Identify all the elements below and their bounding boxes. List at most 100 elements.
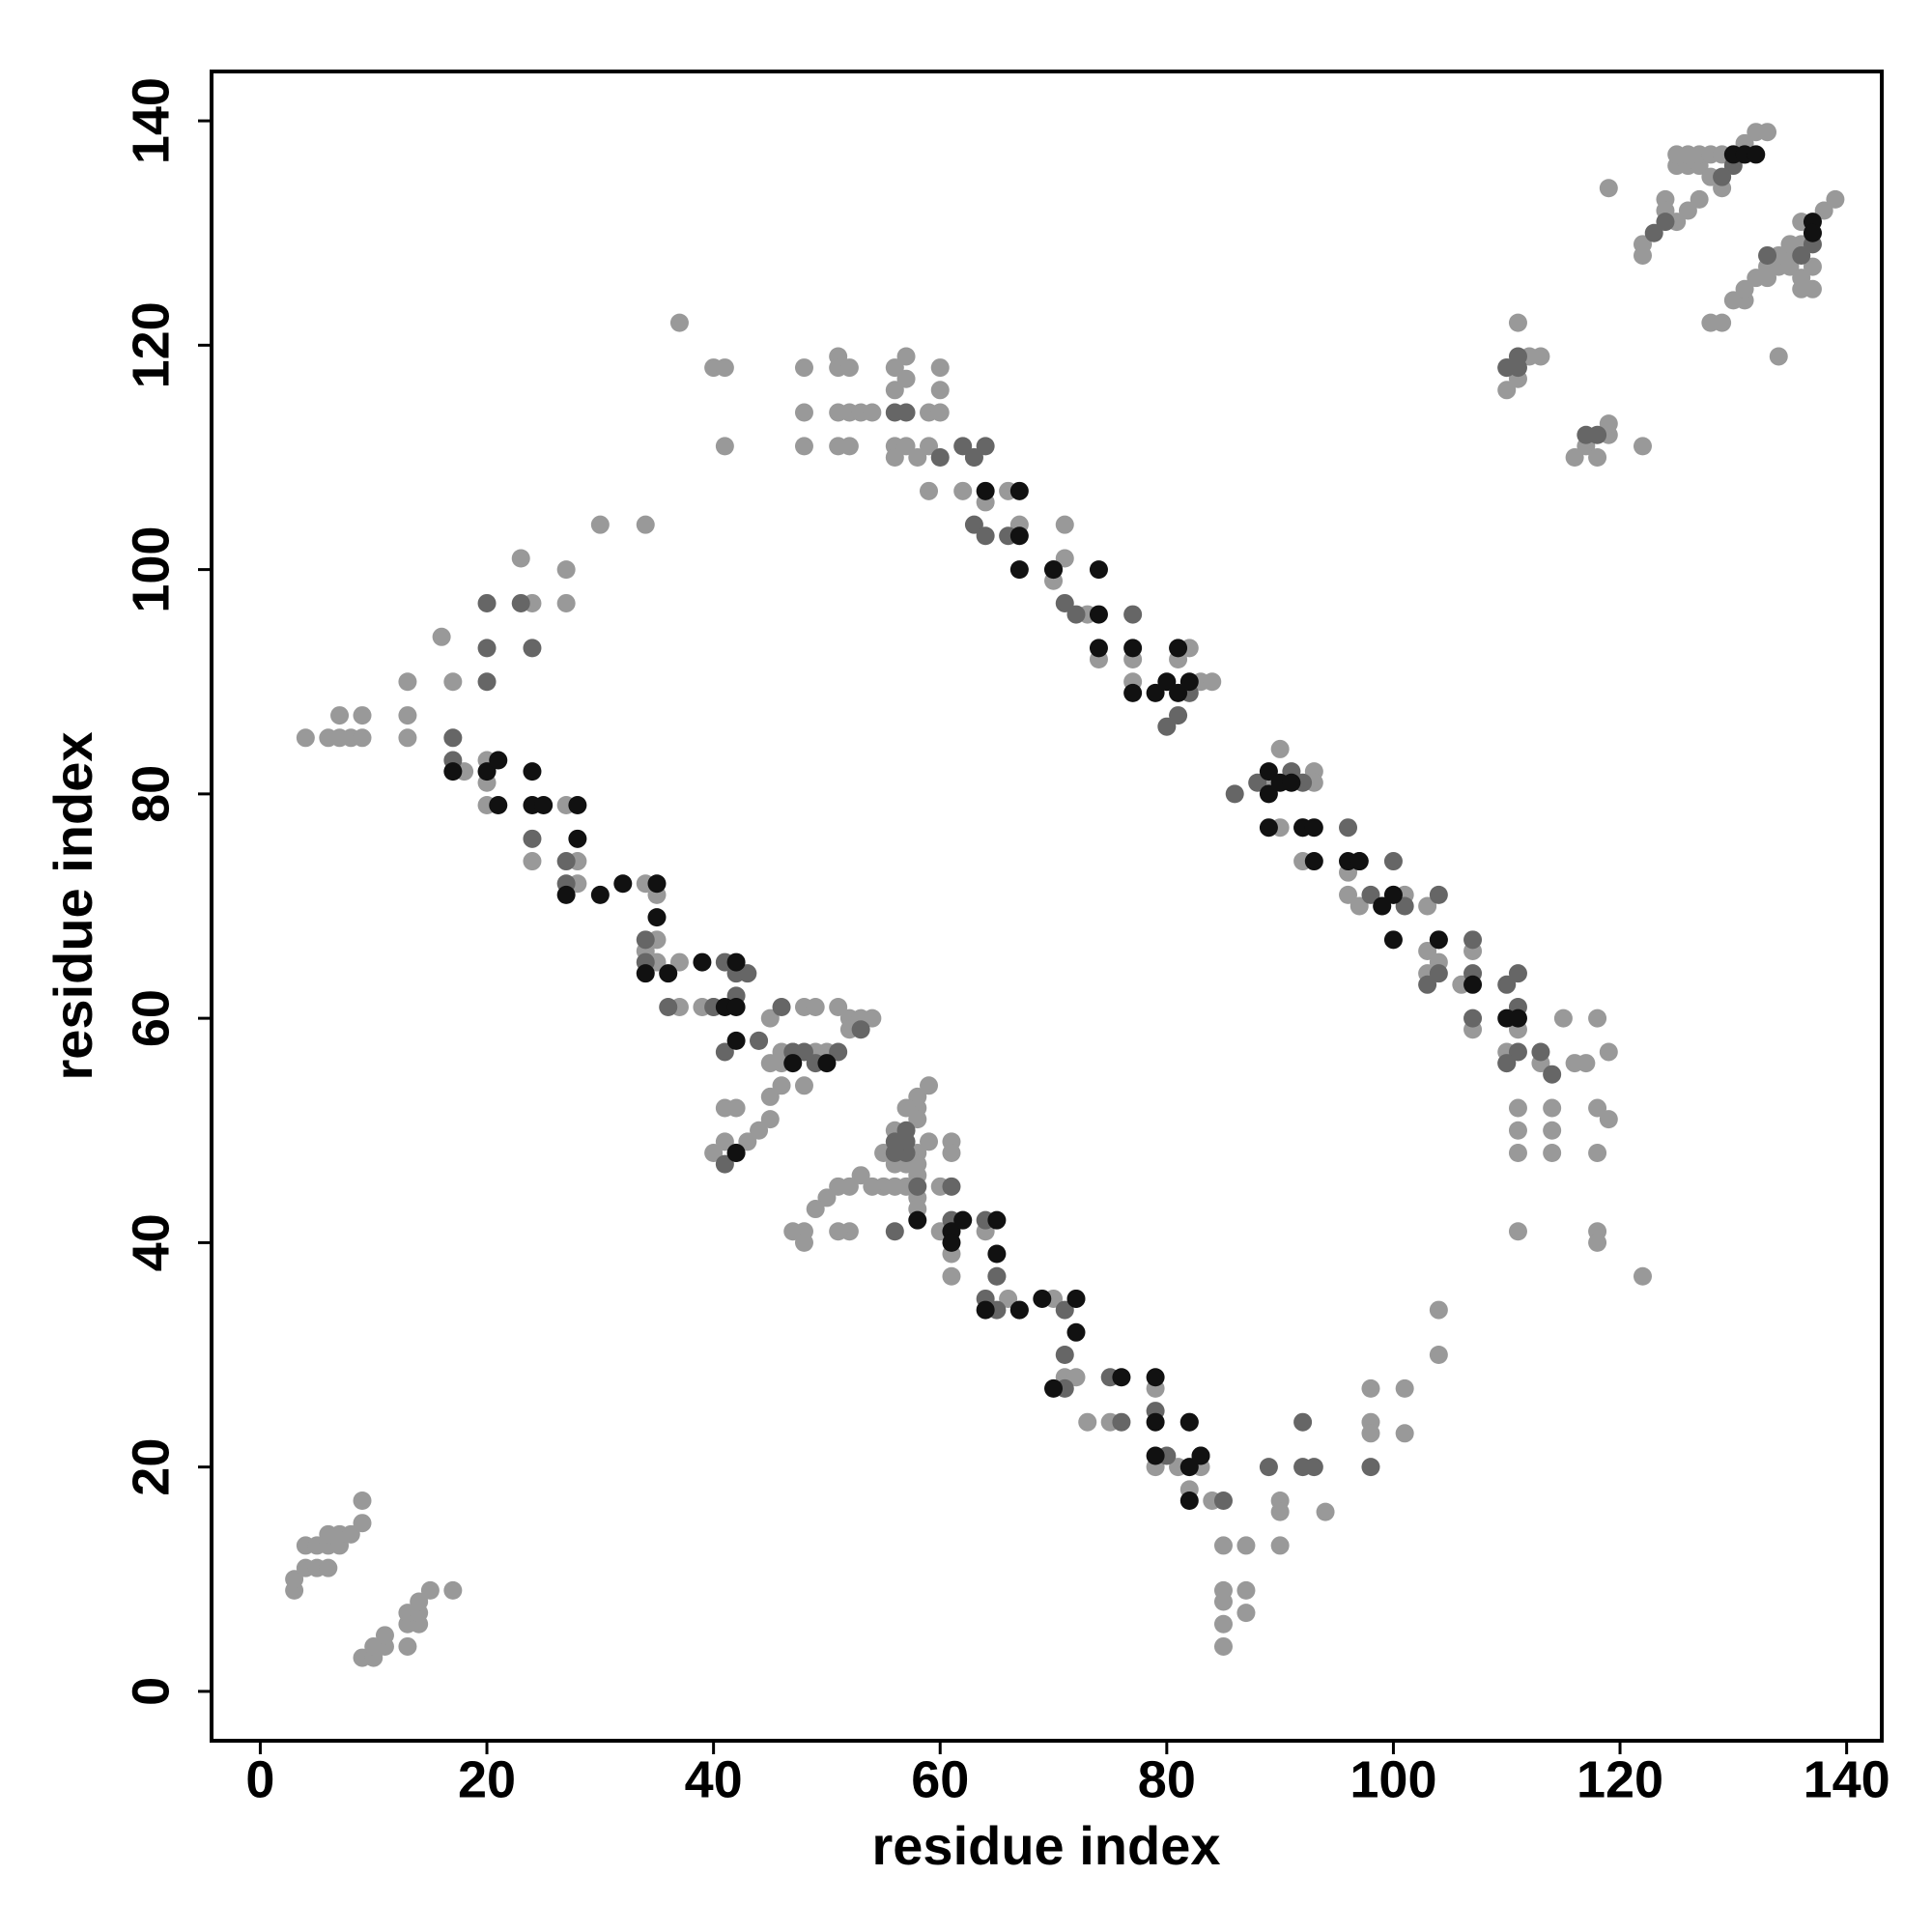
contact-point bbox=[534, 795, 554, 814]
contact-point bbox=[1157, 717, 1177, 736]
contact-point bbox=[1361, 885, 1380, 904]
contact-point bbox=[908, 447, 927, 467]
contact-point bbox=[1146, 683, 1165, 702]
contact-point bbox=[477, 762, 497, 781]
contact-point bbox=[1769, 347, 1788, 366]
contact-point bbox=[726, 952, 746, 972]
contact-point bbox=[1508, 964, 1527, 983]
contact-point bbox=[636, 515, 655, 534]
contact-point bbox=[715, 1042, 734, 1062]
contact-point bbox=[1531, 347, 1550, 366]
contact-point bbox=[1293, 1412, 1313, 1432]
contact-point bbox=[953, 1210, 973, 1230]
contact-point bbox=[1066, 1289, 1086, 1308]
contact-point bbox=[1599, 414, 1618, 434]
contact-point bbox=[1282, 773, 1301, 792]
contact-point bbox=[659, 998, 678, 1017]
contact-point bbox=[1361, 1378, 1380, 1398]
x-tick-label: 20 bbox=[458, 1750, 516, 1808]
contact-point bbox=[942, 1143, 961, 1162]
contact-point bbox=[817, 1054, 837, 1073]
contact-point bbox=[1588, 447, 1607, 467]
contact-point bbox=[1497, 975, 1517, 994]
x-tick-label: 60 bbox=[911, 1750, 969, 1808]
contact-point bbox=[1033, 1289, 1052, 1308]
y-axis-title: residue index bbox=[43, 731, 103, 1080]
contact-point bbox=[1599, 179, 1618, 198]
contact-point bbox=[1213, 1491, 1233, 1510]
contact-point bbox=[1577, 425, 1596, 444]
contact-point bbox=[1339, 818, 1358, 838]
contact-point bbox=[726, 1031, 746, 1050]
contact-point bbox=[976, 437, 995, 456]
contact-point bbox=[1112, 1412, 1131, 1432]
contact-point bbox=[1780, 257, 1800, 276]
contact-point bbox=[1361, 1458, 1380, 1477]
contact-point bbox=[489, 795, 508, 814]
contact-point bbox=[1792, 269, 1811, 288]
contact-point bbox=[443, 762, 463, 781]
contact-point bbox=[1169, 706, 1188, 725]
contact-point bbox=[1066, 605, 1086, 624]
contact-point bbox=[1044, 1378, 1064, 1398]
contact-point bbox=[420, 1580, 440, 1600]
contact-point bbox=[489, 751, 508, 770]
contact-point bbox=[760, 1009, 780, 1028]
contact-point bbox=[920, 1132, 939, 1151]
contact-point bbox=[1508, 1098, 1527, 1118]
contact-point bbox=[1463, 930, 1483, 950]
contact-point bbox=[1543, 1098, 1562, 1118]
contact-point bbox=[704, 1143, 724, 1162]
contact-point bbox=[794, 1076, 813, 1095]
contact-point bbox=[794, 358, 813, 378]
contact-point bbox=[794, 437, 813, 456]
contact-point bbox=[432, 627, 451, 646]
contact-point bbox=[296, 728, 315, 748]
contact-point bbox=[1644, 223, 1663, 242]
contact-point bbox=[353, 1514, 372, 1533]
contact-point bbox=[1599, 1110, 1618, 1129]
contact-point bbox=[976, 1300, 995, 1320]
contact-point bbox=[1735, 279, 1754, 298]
contact-point bbox=[1270, 739, 1290, 758]
contact-point bbox=[760, 1087, 780, 1106]
contact-point bbox=[556, 593, 576, 612]
contact-point bbox=[1373, 896, 1392, 916]
contact-point bbox=[1588, 1233, 1607, 1252]
contact-point bbox=[659, 964, 678, 983]
contact-point bbox=[1383, 930, 1403, 950]
contact-point bbox=[1055, 593, 1074, 612]
y-tick-label: 40 bbox=[122, 1213, 180, 1271]
contact-point bbox=[353, 706, 372, 725]
contact-point bbox=[806, 1200, 825, 1219]
contact-point bbox=[1316, 1502, 1335, 1521]
contact-point bbox=[1713, 167, 1732, 186]
contact-point bbox=[1179, 1412, 1199, 1432]
contact-point bbox=[1259, 784, 1278, 804]
contact-point bbox=[885, 1222, 904, 1241]
contact-point bbox=[523, 762, 542, 781]
contact-point bbox=[885, 447, 904, 467]
contact-point bbox=[319, 1558, 338, 1577]
contact-point bbox=[353, 728, 372, 748]
contact-point bbox=[1066, 1322, 1086, 1342]
x-axis-title: residue index bbox=[871, 1815, 1220, 1876]
contact-point bbox=[1553, 1009, 1573, 1028]
contact-point bbox=[523, 829, 542, 848]
contact-point bbox=[693, 952, 712, 972]
contact-point bbox=[920, 437, 939, 456]
contact-point bbox=[1259, 1458, 1278, 1477]
contact-point bbox=[1429, 930, 1448, 950]
contact-point bbox=[1713, 313, 1732, 332]
contact-point bbox=[477, 593, 497, 612]
contact-point bbox=[896, 403, 916, 422]
contact-point bbox=[1259, 818, 1278, 838]
contact-point bbox=[715, 1154, 734, 1174]
contact-point bbox=[794, 1233, 813, 1252]
contact-point bbox=[1758, 245, 1777, 265]
contact-point bbox=[1009, 1300, 1029, 1320]
contact-point bbox=[1236, 1580, 1256, 1600]
contact-point bbox=[1633, 437, 1652, 456]
contact-point bbox=[999, 1289, 1018, 1308]
contact-point bbox=[1690, 189, 1709, 209]
